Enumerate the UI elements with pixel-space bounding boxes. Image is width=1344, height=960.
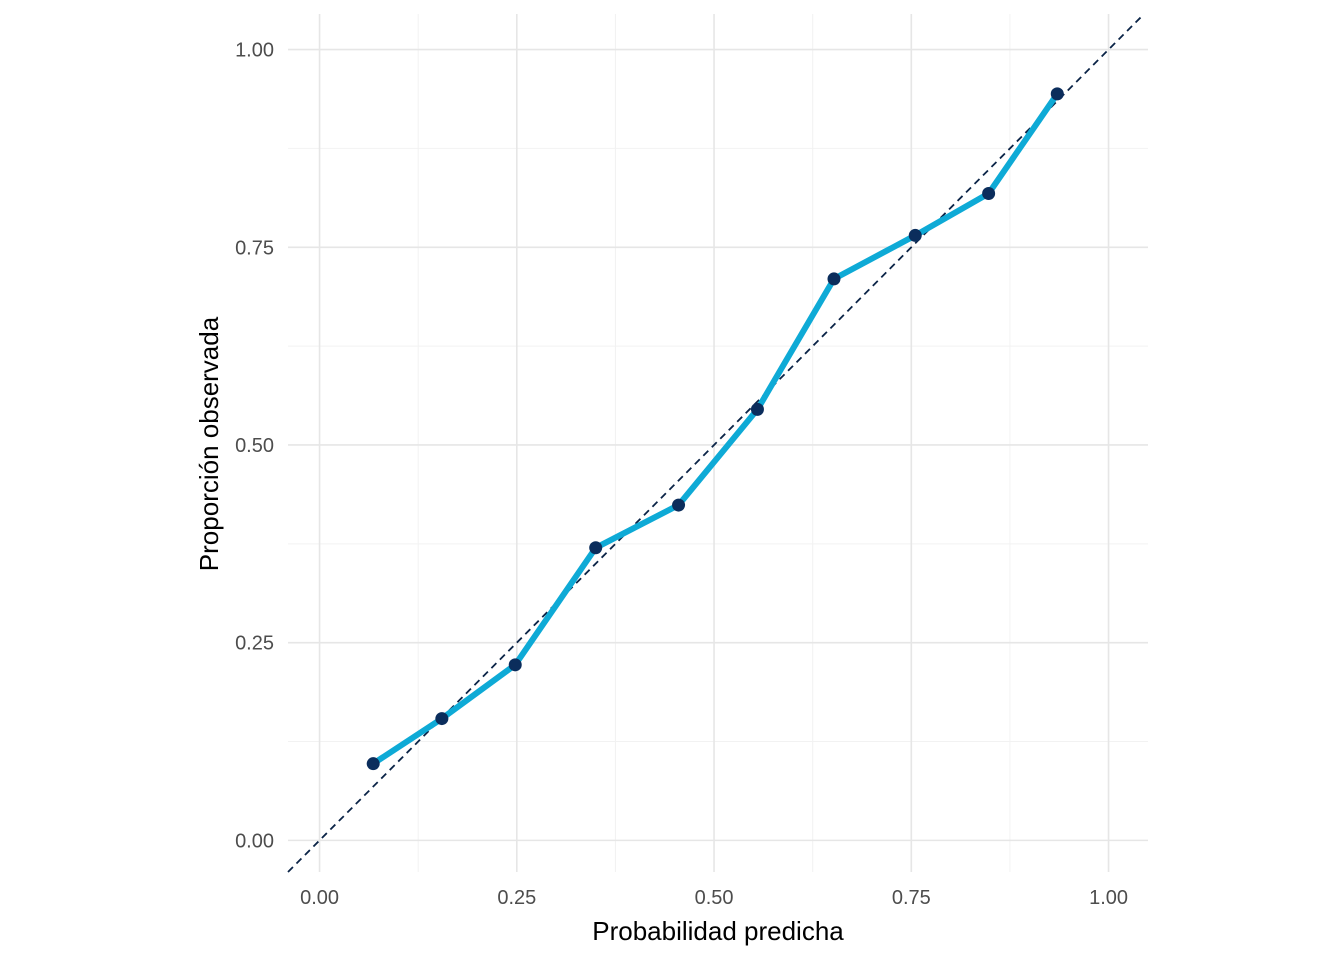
data-point [435,712,449,726]
y-tick-label: 1.00 [235,40,274,62]
y-tick-labels: 0.00 0.25 0.50 0.75 1.00 [235,40,274,853]
x-tick-label: 0.75 [892,887,931,909]
x-tick-label: 0.25 [497,887,536,909]
y-axis-title: Proporción observada [194,316,224,571]
data-point [1050,87,1064,101]
data-point [508,658,522,672]
data-point [827,272,841,286]
y-tick-label: 0.00 [235,830,274,852]
x-tick-label: 1.00 [1089,887,1128,909]
x-tick-label: 0.00 [300,887,339,909]
points-layer [366,87,1064,771]
y-tick-label: 0.75 [235,237,274,259]
series-layer [370,90,1061,767]
data-point [672,498,686,512]
data-point [908,228,922,242]
x-tick-labels: 0.00 0.25 0.50 0.75 1.00 [300,887,1128,909]
y-tick-label: 0.25 [235,633,274,655]
minor-gridlines [288,14,1148,872]
x-axis-title: Probabilidad predicha [592,916,844,946]
data-point [982,187,996,201]
data-point [589,541,603,555]
data-point [366,757,380,771]
series-line [370,90,1061,767]
y-tick-label: 0.50 [235,435,274,457]
reference-diagonal-line [287,13,1145,873]
major-gridlines [288,14,1148,872]
data-point [750,402,764,416]
reference-line-layer [287,13,1145,873]
x-tick-label: 0.50 [695,887,734,909]
